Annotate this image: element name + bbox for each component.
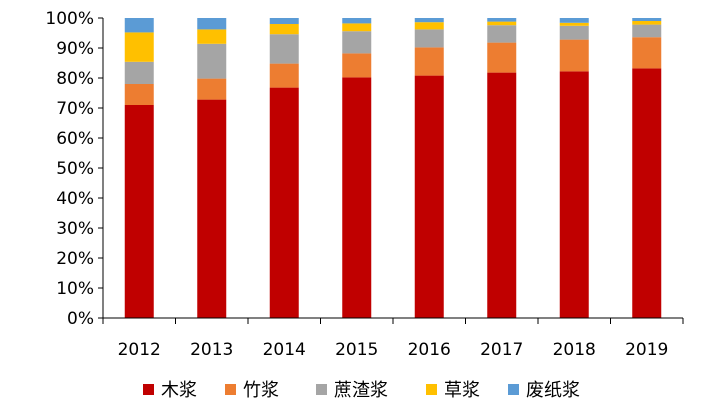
bar-segment-2017-series-3: [487, 25, 517, 43]
x-tick-label: 2018: [553, 340, 596, 360]
legend: 木浆 竹浆 蔗渣浆 草浆 废纸浆: [143, 380, 580, 401]
legend-label: 竹浆: [243, 380, 279, 401]
bar-segment-2014-series-4: [269, 24, 299, 35]
bar-segment-2015-series-5: [342, 18, 372, 24]
legend-label: 废纸浆: [526, 380, 580, 401]
legend-item: 蔗渣浆: [316, 380, 388, 401]
bar-segment-2019-series-2: [632, 37, 662, 69]
x-tick-label: 2013: [190, 340, 233, 360]
bar-segment-2018-series-5: [559, 18, 589, 23]
bar-segment-2015-series-2: [342, 53, 372, 78]
y-tick-label: 20%: [56, 249, 94, 269]
legend-item: 草浆: [426, 380, 480, 401]
bar-segment-2012-series-2: [124, 84, 154, 105]
legend-label: 蔗渣浆: [334, 380, 388, 401]
bar-segment-2017-series-4: [487, 21, 517, 26]
y-tick-label: 60%: [56, 129, 94, 149]
legend-label: 草浆: [444, 380, 480, 401]
bar-segment-2014-series-1: [269, 87, 299, 318]
bar-segment-2014-series-3: [269, 34, 299, 64]
bar-segment-2017-series-1: [487, 72, 517, 318]
legend-label: 木浆: [161, 380, 197, 401]
legend-swatch: [508, 384, 519, 395]
x-ticks-group: 2012 2013 2014 2015 2016 2017 2018 2019: [102, 318, 684, 360]
legend-item: 废纸浆: [508, 380, 580, 401]
y-tick-label: 0%: [67, 309, 94, 329]
y-tick-label: 10%: [56, 279, 94, 299]
bar-segment-2018-series-2: [559, 39, 589, 72]
legend-swatch: [143, 384, 154, 395]
bar-segment-2019-series-5: [632, 18, 662, 21]
bar-segment-2018-series-3: [559, 25, 589, 40]
bar-segment-2017-series-2: [487, 42, 517, 73]
y-tick-label: 100%: [45, 9, 94, 29]
bar-segment-2018-series-1: [559, 71, 589, 319]
bar-segment-2019-series-3: [632, 24, 662, 38]
y-tick-label: 40%: [56, 189, 94, 209]
bar-segment-2018-series-4: [559, 22, 589, 26]
y-tick-label: 70%: [56, 99, 94, 119]
axes-group: [102, 18, 683, 319]
bar-segment-2019-series-1: [632, 68, 662, 319]
bar-segment-2013-series-1: [197, 99, 227, 318]
legend-swatch: [426, 384, 437, 395]
bar-segment-2013-series-2: [197, 78, 227, 100]
y-tick-label: 90%: [56, 39, 94, 59]
legend-item: 木浆: [143, 380, 197, 401]
x-tick-label: 2016: [408, 340, 451, 360]
bar-segment-2016-series-1: [414, 75, 444, 318]
bars-group: [124, 18, 662, 319]
bar-segment-2012-series-1: [124, 105, 154, 318]
bar-segment-2013-series-3: [197, 43, 227, 79]
y-tick-label: 50%: [56, 159, 94, 179]
legend-swatch: [316, 384, 327, 395]
legend-item: 竹浆: [225, 380, 279, 401]
bar-segment-2012-series-3: [124, 61, 154, 84]
y-ticks-group: 0% 10% 20% 30% 40% 50% 60% 70% 80% 90% 100%: [45, 9, 103, 329]
bar-segment-2013-series-4: [197, 29, 227, 44]
y-tick-label: 30%: [56, 219, 94, 239]
bar-segment-2015-series-3: [342, 31, 372, 54]
bar-segment-2013-series-5: [197, 18, 227, 30]
x-tick-label: 2012: [118, 340, 161, 360]
bar-segment-2012-series-4: [124, 32, 154, 62]
y-tick-label: 80%: [56, 69, 94, 89]
bar-segment-2019-series-4: [632, 21, 662, 25]
bar-segment-2016-series-5: [414, 18, 444, 23]
x-tick-label: 2019: [625, 340, 668, 360]
bar-segment-2014-series-5: [269, 18, 299, 24]
bar-segment-2016-series-3: [414, 29, 444, 48]
x-tick-label: 2014: [263, 340, 306, 360]
bar-segment-2016-series-2: [414, 47, 444, 76]
bar-segment-2015-series-1: [342, 77, 372, 319]
x-tick-label: 2017: [480, 340, 523, 360]
legend-swatch: [225, 384, 236, 395]
bar-segment-2016-series-4: [414, 22, 444, 30]
bar-segment-2017-series-5: [487, 18, 517, 22]
bar-segment-2014-series-2: [269, 63, 299, 88]
x-tick-label: 2015: [335, 340, 378, 360]
bar-segment-2012-series-5: [124, 18, 154, 33]
bar-segment-2015-series-4: [342, 23, 372, 32]
